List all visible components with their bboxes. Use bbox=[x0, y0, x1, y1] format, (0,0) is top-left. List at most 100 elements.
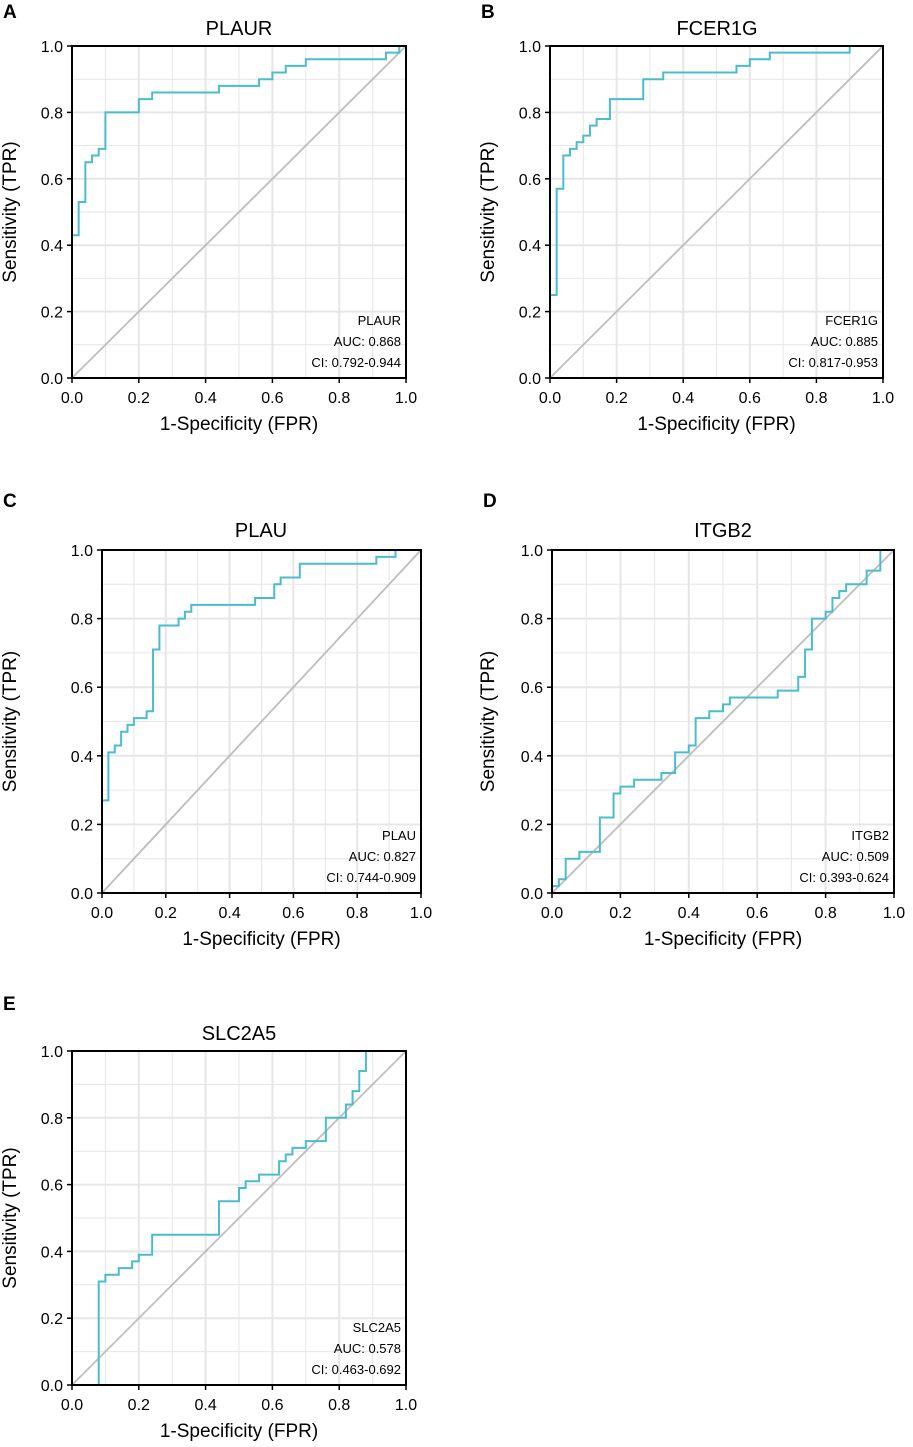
panel-a-y-tick-label: 0.4 bbox=[41, 238, 63, 255]
panel-c-title: PLAU bbox=[235, 520, 287, 542]
panel-a-title: PLAUR bbox=[206, 18, 273, 40]
panel-a-roc-curve bbox=[71, 45, 406, 378]
panel-b-annotation-auc: AUC: 0.885 bbox=[811, 334, 878, 349]
panel-c-y-tick-label: 1.0 bbox=[71, 543, 93, 560]
panel-e-reference-line bbox=[71, 1050, 407, 1386]
panel-b-title: FCER1G bbox=[676, 18, 757, 40]
panel-d-y-axis-label: Sensitivity (TPR) bbox=[478, 651, 499, 792]
panel-d-x-axis-label: 1-Specificity (FPR) bbox=[644, 929, 802, 950]
panel-a-x-tick-label: 0.2 bbox=[128, 390, 150, 407]
panel-c-x-tick-label: 0.0 bbox=[91, 905, 113, 922]
panel-a-x-tick-label: 0.6 bbox=[261, 390, 283, 407]
panel-d-annotation-auc: AUC: 0.509 bbox=[822, 849, 889, 864]
panel-b-annotation-name: FCER1G bbox=[825, 313, 878, 328]
panel-c-x-axis-label: 1-Specificity (FPR) bbox=[182, 929, 340, 950]
panel-d-x-tick-label: 0.4 bbox=[678, 905, 700, 922]
panel-c-x-tick-label: 0.6 bbox=[282, 905, 304, 922]
panel-d-reference-line bbox=[551, 549, 895, 894]
panel-e-roc-curve bbox=[97, 1050, 406, 1385]
panel-e-y-tick-label: 0.0 bbox=[41, 1378, 63, 1395]
panel-d-x-tick-label: 0.2 bbox=[609, 905, 631, 922]
panel-e-letter: E bbox=[3, 994, 16, 1015]
panel-b-x-tick-label: 0.8 bbox=[805, 390, 827, 407]
panel-d-x-tick-label: 1.0 bbox=[883, 905, 905, 922]
panel-a-x-axis-label: 1-Specificity (FPR) bbox=[160, 414, 318, 435]
panel-b-y-tick-label: 0.4 bbox=[519, 238, 541, 255]
panel-b-y-tick-label: 0.2 bbox=[519, 305, 541, 322]
panel-e-x-axis-label: 1-Specificity (FPR) bbox=[160, 1421, 318, 1442]
panel-c-reference-line bbox=[101, 549, 422, 894]
panel-a-y-tick-label: 0.6 bbox=[41, 172, 63, 189]
panel-b-roc-curve bbox=[549, 45, 883, 378]
panel-b-x-tick-label: 1.0 bbox=[872, 390, 894, 407]
panel-c-y-tick-label: 0.8 bbox=[71, 612, 93, 629]
panel-d-y-tick-label: 1.0 bbox=[521, 543, 543, 560]
panel-c-roc-curve bbox=[101, 549, 421, 893]
panel-a-y-tick-label: 1.0 bbox=[41, 39, 63, 56]
panel-b-y-tick-label: 0.8 bbox=[519, 105, 541, 122]
panel-a-annotation-name: PLAUR bbox=[358, 313, 401, 328]
panel-d-y-tick-label: 0.4 bbox=[521, 749, 543, 766]
panel-a-y-tick-label: 0.8 bbox=[41, 105, 63, 122]
panel-b-x-tick-label: 0.6 bbox=[739, 390, 761, 407]
panel-c-y-tick-label: 0.0 bbox=[71, 886, 93, 903]
panel-d-annotation-ci: CI: 0.393-0.624 bbox=[799, 870, 889, 885]
panel-b-y-tick-label: 0.6 bbox=[519, 172, 541, 189]
panel-d-letter: D bbox=[483, 491, 497, 512]
panel-c-y-tick-label: 0.6 bbox=[71, 680, 93, 697]
panel-d-x-tick-label: 0.8 bbox=[814, 905, 836, 922]
panel-e-x-tick-label: 0.0 bbox=[61, 1397, 83, 1414]
panel-d-x-tick-label: 0.0 bbox=[541, 905, 563, 922]
panel-c-x-tick-label: 0.8 bbox=[346, 905, 368, 922]
panel-e-x-tick-label: 1.0 bbox=[395, 1397, 417, 1414]
panel-e-x-tick-label: 0.4 bbox=[194, 1397, 216, 1414]
panel-c-y-tick-label: 0.2 bbox=[71, 817, 93, 834]
panel-e-x-tick-label: 0.6 bbox=[261, 1397, 283, 1414]
panel-e-y-tick-label: 0.2 bbox=[41, 1311, 63, 1328]
panel-c-annotation-name: PLAU bbox=[382, 828, 416, 843]
panel-c-annotation-auc: AUC: 0.827 bbox=[349, 849, 416, 864]
panel-b-frame bbox=[549, 45, 884, 379]
panel-e-y-tick-label: 0.6 bbox=[41, 1178, 63, 1195]
panel-d-title: ITGB2 bbox=[694, 520, 752, 542]
panel-a-reference-line bbox=[71, 45, 407, 379]
panel-d-y-tick-label: 0.0 bbox=[521, 886, 543, 903]
panel-d-y-tick-label: 0.2 bbox=[521, 817, 543, 834]
panel-a-frame bbox=[71, 45, 407, 379]
panel-c-x-tick-label: 1.0 bbox=[410, 905, 432, 922]
panel-e-x-tick-label: 0.2 bbox=[128, 1397, 150, 1414]
panel-b-x-tick-label: 0.2 bbox=[605, 390, 627, 407]
panel-a-x-tick-label: 0.4 bbox=[194, 390, 216, 407]
panel-e-x-tick-label: 0.8 bbox=[328, 1397, 350, 1414]
panel-d-y-tick-label: 0.6 bbox=[521, 680, 543, 697]
panel-b-annotation-ci: CI: 0.817-0.953 bbox=[788, 355, 878, 370]
panel-a-x-tick-label: 0.0 bbox=[61, 390, 83, 407]
panel-e-annotation-ci: CI: 0.463-0.692 bbox=[311, 1362, 401, 1377]
panel-a-x-tick-label: 0.8 bbox=[328, 390, 350, 407]
panel-c-x-tick-label: 0.2 bbox=[155, 905, 177, 922]
panel-a-annotation-auc: AUC: 0.868 bbox=[334, 334, 401, 349]
panel-b-y-tick-label: 0.0 bbox=[519, 371, 541, 388]
panel-b-reference-line bbox=[549, 45, 884, 379]
panel-c-frame bbox=[101, 549, 422, 894]
panel-e-annotation-auc: AUC: 0.578 bbox=[334, 1341, 401, 1356]
panel-e-y-tick-label: 1.0 bbox=[41, 1044, 63, 1061]
panel-c-y-axis-label: Sensitivity (TPR) bbox=[0, 651, 21, 792]
panel-c-annotation-ci: CI: 0.744-0.909 bbox=[326, 870, 416, 885]
panel-e-annotation-name: SLC2A5 bbox=[353, 1320, 401, 1335]
panel-b-letter: B bbox=[481, 2, 495, 23]
panel-a-y-axis-label: Sensitivity (TPR) bbox=[0, 141, 21, 282]
panel-b-x-axis-label: 1-Specificity (FPR) bbox=[637, 414, 795, 435]
panel-b-x-tick-label: 0.0 bbox=[539, 390, 561, 407]
panel-a-x-tick-label: 1.0 bbox=[395, 390, 417, 407]
panel-a-y-tick-label: 0.2 bbox=[41, 305, 63, 322]
panel-d-y-tick-label: 0.8 bbox=[521, 612, 543, 629]
panel-e-y-tick-label: 0.8 bbox=[41, 1111, 63, 1128]
panel-d-x-tick-label: 0.6 bbox=[746, 905, 768, 922]
panel-b-y-tick-label: 1.0 bbox=[519, 39, 541, 56]
panel-e-frame bbox=[71, 1050, 407, 1386]
panel-e-y-tick-label: 0.4 bbox=[41, 1244, 63, 1261]
panel-a-annotation-ci: CI: 0.792-0.944 bbox=[311, 355, 401, 370]
panel-e-title: SLC2A5 bbox=[202, 1023, 277, 1045]
